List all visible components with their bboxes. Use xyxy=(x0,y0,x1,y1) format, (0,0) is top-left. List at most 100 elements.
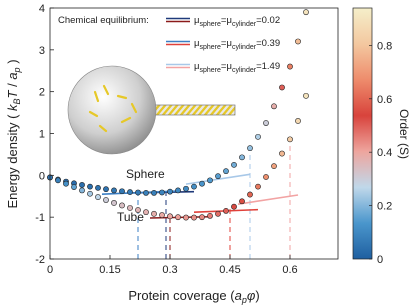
data-point xyxy=(215,173,221,180)
colorbar xyxy=(352,7,373,260)
legend-label-part: = xyxy=(221,61,227,72)
y-tick-label: -1 xyxy=(35,212,45,224)
y-label-part: a xyxy=(5,72,20,79)
annotation: Sphere xyxy=(126,167,165,181)
legend-label-part: μ xyxy=(226,61,231,72)
plot-area xyxy=(47,9,309,259)
data-point xyxy=(279,84,285,91)
data-point xyxy=(127,205,133,211)
data-point xyxy=(279,150,285,157)
data-point xyxy=(95,184,101,191)
data-point xyxy=(151,190,157,196)
x-label-part: Protein coverage ( xyxy=(128,288,235,303)
x-axis-label: Protein coverage (apφ) xyxy=(128,288,259,305)
legend-label-part: sphere xyxy=(199,67,221,74)
data-point xyxy=(239,154,245,161)
colorbar-tick-label: 0.4 xyxy=(377,147,392,159)
data-point xyxy=(111,187,117,194)
y-tick-label: 4 xyxy=(39,3,45,15)
data-point xyxy=(295,38,301,45)
data-point xyxy=(263,120,269,126)
x-label-part: φ xyxy=(247,288,256,303)
data-point xyxy=(191,214,197,221)
data-point xyxy=(79,182,85,188)
y-tick-label: 0 xyxy=(39,170,45,182)
data-point xyxy=(119,188,125,195)
legend-label: μsphere=μcylinder=1.49 xyxy=(194,61,280,74)
legend-label-part: μ xyxy=(194,38,199,49)
legend-label-part: = xyxy=(256,15,262,26)
y-label-part: / xyxy=(5,80,20,91)
data-point xyxy=(135,189,141,196)
legend-label-part: = xyxy=(256,38,262,49)
y-label-part: p xyxy=(12,67,22,73)
y-axis-label: Energy density ( kBT / ap ) xyxy=(5,59,22,208)
x-tick-label: 0.3 xyxy=(162,264,177,276)
colorbar-tick-label: 0.8 xyxy=(377,40,392,52)
x-tick-label: 0.6 xyxy=(282,264,297,276)
data-point xyxy=(143,209,149,216)
y-label-part: ) xyxy=(5,59,20,67)
data-point xyxy=(175,214,181,221)
data-point xyxy=(239,198,245,205)
data-point xyxy=(71,184,77,190)
data-point xyxy=(127,189,133,195)
data-point xyxy=(255,183,261,190)
data-point xyxy=(111,200,117,206)
colorbar-label: Order (S) xyxy=(397,109,411,159)
data-point xyxy=(215,210,221,217)
legend-title: Chemical equilibrium: xyxy=(58,15,149,26)
data-point xyxy=(247,145,253,152)
x-label-part: a xyxy=(235,288,242,303)
data-point xyxy=(255,133,261,140)
data-point xyxy=(143,190,149,196)
legend-label-part: = xyxy=(221,38,227,49)
data-point xyxy=(223,207,229,214)
legend-label: μsphere=μcylinder=0.39 xyxy=(194,38,280,51)
data-point xyxy=(287,136,293,143)
x-tick-label: 0 xyxy=(47,264,53,276)
y-label-part: T xyxy=(5,89,20,98)
legend-label-part: μ xyxy=(194,15,199,26)
legend-label-part: 1.49 xyxy=(262,61,281,72)
y-label-part: Energy density ( xyxy=(5,111,20,209)
data-point xyxy=(159,212,165,218)
y-tick-label: 1 xyxy=(39,129,45,141)
data-point xyxy=(79,187,85,194)
data-point xyxy=(175,187,181,194)
legend-label-part: 0.02 xyxy=(262,15,281,26)
y-tick-label: 3 xyxy=(39,45,45,57)
data-point xyxy=(231,161,237,168)
data-point xyxy=(287,63,293,70)
data-point xyxy=(247,191,253,198)
data-point xyxy=(183,185,189,192)
data-point xyxy=(167,188,173,195)
y-label-part: B xyxy=(12,98,22,104)
legend-label-part: μ xyxy=(194,61,199,72)
data-point xyxy=(159,189,165,196)
colorbar-tick-label: 0.6 xyxy=(377,94,392,106)
legend-label-part: sphere xyxy=(199,21,221,28)
legend-label-part: = xyxy=(221,15,227,26)
annotation: Tube xyxy=(117,210,144,224)
y-label-part: k xyxy=(5,103,20,111)
data-point xyxy=(95,194,101,200)
data-point xyxy=(63,180,69,187)
x-tick-label: 0.15 xyxy=(99,264,120,276)
data-point xyxy=(103,197,109,203)
data-point xyxy=(223,168,229,175)
data-point xyxy=(303,9,309,16)
data-point xyxy=(303,92,309,99)
data-point xyxy=(191,183,197,190)
data-point xyxy=(135,207,141,213)
legend-label-part: μ xyxy=(226,15,231,26)
legend-label: μsphere=μcylinder=0.02 xyxy=(194,15,280,28)
legend-label-part: sphere xyxy=(199,44,221,51)
tangent-line xyxy=(237,194,299,205)
data-point xyxy=(207,177,213,184)
data-point xyxy=(295,118,301,124)
illustration xyxy=(67,65,236,155)
x-label-part: p xyxy=(241,295,247,305)
colorbar-tick-label: 0 xyxy=(377,254,383,266)
